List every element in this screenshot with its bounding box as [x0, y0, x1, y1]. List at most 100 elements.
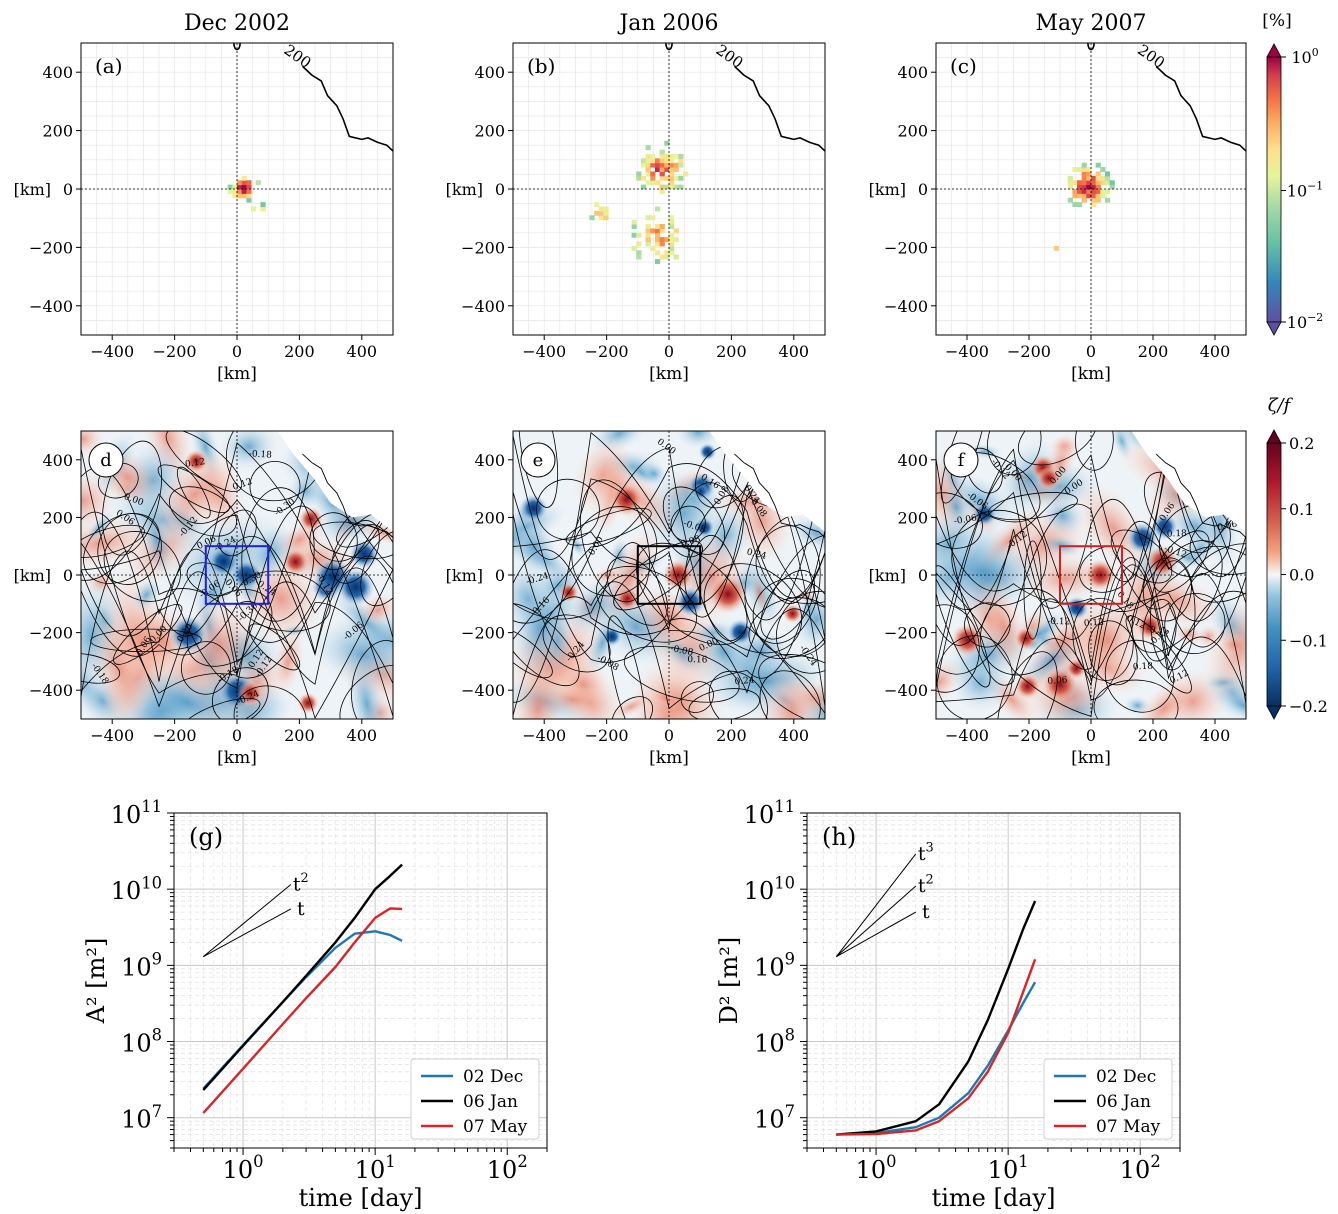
prob-cell — [669, 158, 675, 164]
prob-cell — [241, 180, 247, 186]
prob-cell — [1086, 184, 1092, 190]
prob-cell — [664, 162, 670, 168]
contour-line — [1104, 639, 1175, 713]
prob-cell — [669, 215, 675, 221]
y-tick-label: −400 — [461, 681, 505, 700]
eddy — [513, 658, 566, 719]
panel-label-badge — [943, 442, 979, 478]
contour-line — [936, 635, 1013, 719]
x-tick-label: 400 — [779, 342, 810, 361]
plot-area: 200 — [81, 43, 393, 335]
legend-box — [1043, 1058, 1173, 1140]
prob-cell — [1081, 189, 1087, 194]
contour-line — [102, 440, 162, 556]
contour-line — [951, 509, 1048, 606]
strong-eddy — [1036, 465, 1061, 491]
y-tick-label: 200 — [897, 508, 928, 527]
panel-h: 100 101 102 107 108 109 1010 1011 time [day] D² [… — [715, 797, 1181, 1212]
slope-line — [835, 853, 917, 957]
prob-cell — [237, 180, 243, 186]
prob-cell — [246, 197, 252, 203]
prob-cell — [673, 254, 679, 260]
prob-cell — [645, 237, 651, 243]
isobath-bump — [665, 43, 673, 51]
slope-line — [835, 885, 917, 958]
prob-cell — [1086, 167, 1092, 172]
isobath-bump — [233, 43, 241, 51]
strong-eddy — [609, 482, 644, 517]
contour-line — [81, 442, 393, 708]
panel-label: e — [533, 450, 544, 471]
prob-cell — [650, 245, 656, 251]
y-axis-label: [km] — [14, 566, 51, 585]
eddy — [936, 538, 1053, 605]
contour-line — [233, 685, 307, 719]
y-tick-label: 200 — [42, 508, 73, 527]
contour-line — [536, 478, 600, 541]
contour-label: -0.08 — [669, 644, 694, 658]
y-tick-label: 200 — [897, 122, 928, 141]
contour-line — [351, 640, 393, 719]
prob-cell — [669, 175, 675, 181]
series-line-1 — [836, 900, 1037, 1136]
legend-entry: 06 Jan — [1096, 1092, 1151, 1112]
prob-cell — [654, 180, 661, 186]
isobath-200 — [733, 65, 825, 152]
prob-cell — [654, 167, 661, 172]
slope-label: t2 — [293, 871, 309, 896]
prob-cell — [1104, 180, 1111, 186]
panel-label: (g) — [189, 823, 223, 851]
x-tick-label: −200 — [585, 726, 629, 745]
strong-eddy — [1042, 666, 1078, 703]
contour-line — [752, 577, 825, 657]
prob-cell — [246, 189, 252, 194]
prob-cell — [631, 232, 637, 238]
x-tick-label: 101 — [355, 1152, 396, 1184]
contour-line — [606, 556, 668, 626]
slope-label: t — [297, 898, 305, 920]
strong-eddy — [950, 622, 985, 657]
prob-cell — [1072, 167, 1078, 172]
eddy — [124, 666, 250, 719]
prob-cell — [669, 232, 675, 238]
y-tick-label: 1011 — [111, 797, 162, 829]
prob-cell — [1091, 202, 1097, 208]
contour-label: 0.16 — [687, 655, 708, 665]
slope-label: t — [922, 901, 930, 923]
y-tick-label: 0 — [495, 566, 505, 585]
prob-cell — [664, 184, 670, 190]
prob-cell — [241, 175, 247, 181]
x-tick-label: −200 — [585, 342, 629, 361]
contour-line — [513, 458, 825, 636]
prob-cell — [241, 184, 247, 190]
eddy — [675, 431, 721, 450]
land-mask — [1131, 431, 1246, 532]
prob-cell — [673, 175, 679, 181]
isobath-label: 200 — [1134, 41, 1168, 72]
contour-line — [988, 492, 1078, 521]
strong-eddy — [1151, 513, 1179, 541]
prob-cell — [645, 153, 651, 159]
prob-cell — [659, 224, 665, 229]
y-tick-label: −400 — [884, 681, 928, 700]
contour-label: 0.18 — [1133, 662, 1154, 673]
y-tick-label: −200 — [884, 238, 928, 257]
prob-cell — [636, 175, 642, 181]
prob-cell — [603, 210, 609, 216]
prob-cell — [603, 206, 609, 212]
contour-line — [165, 431, 243, 492]
prob-cell — [1081, 197, 1087, 203]
prob-cell — [654, 237, 661, 243]
y-tick-label: 200 — [474, 508, 505, 527]
colorbar-tick-label: −0.2 — [1289, 697, 1328, 716]
prob-cell — [669, 180, 675, 186]
prob-cell — [1053, 245, 1059, 251]
prob-cell — [636, 250, 642, 256]
legend-entry: 02 Dec — [1096, 1067, 1156, 1087]
panel-label-badge — [520, 442, 556, 478]
colorbar-tick-label: 0.2 — [1289, 434, 1314, 453]
prob-cell — [650, 215, 656, 221]
y-tick-label: 108 — [754, 1026, 795, 1058]
y-tick-label: 108 — [121, 1026, 162, 1058]
